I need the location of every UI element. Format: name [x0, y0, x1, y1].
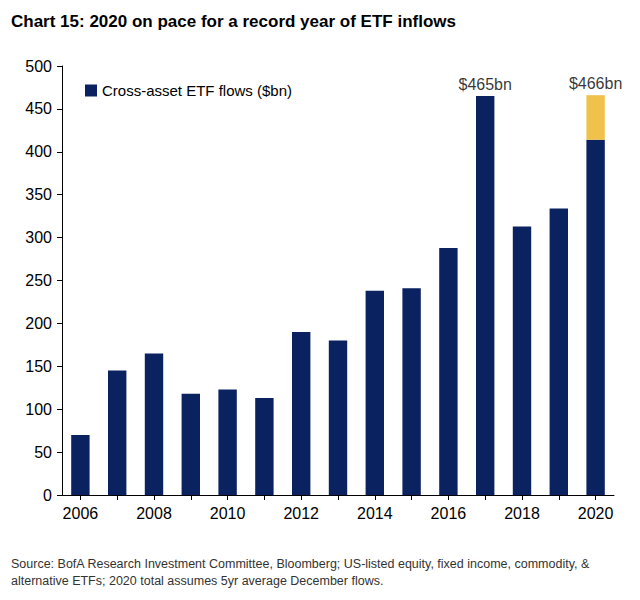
- svg-text:2020: 2020: [578, 505, 614, 522]
- svg-text:450: 450: [25, 100, 52, 117]
- svg-text:2016: 2016: [431, 505, 467, 522]
- svg-text:$466bn: $466bn: [569, 75, 622, 92]
- svg-text:500: 500: [25, 58, 52, 75]
- svg-text:$465bn: $465bn: [459, 76, 512, 93]
- svg-text:Source: BofA Research Investme: Source: BofA Research Investment Committ…: [11, 557, 593, 571]
- svg-text:200: 200: [25, 315, 52, 332]
- svg-text:2008: 2008: [136, 505, 172, 522]
- svg-text:2010: 2010: [210, 505, 246, 522]
- svg-text:0: 0: [43, 487, 52, 504]
- svg-text:150: 150: [25, 358, 52, 375]
- svg-text:100: 100: [25, 401, 52, 418]
- svg-text:2006: 2006: [63, 505, 99, 522]
- svg-text:50: 50: [34, 444, 52, 461]
- svg-text:alternative ETFs; 2020 total a: alternative ETFs; 2020 total assumes 5yr…: [11, 574, 383, 588]
- svg-text:Cross-asset ETF flows ($bn): Cross-asset ETF flows ($bn): [102, 82, 292, 99]
- svg-text:2012: 2012: [283, 505, 319, 522]
- svg-text:400: 400: [25, 143, 52, 160]
- svg-text:350: 350: [25, 186, 52, 203]
- svg-text:Chart 15: 2020 on pace for a r: Chart 15: 2020 on pace for a record year…: [11, 12, 456, 31]
- svg-text:2018: 2018: [504, 505, 540, 522]
- svg-text:300: 300: [25, 229, 52, 246]
- svg-text:2014: 2014: [357, 505, 393, 522]
- svg-text:250: 250: [25, 272, 52, 289]
